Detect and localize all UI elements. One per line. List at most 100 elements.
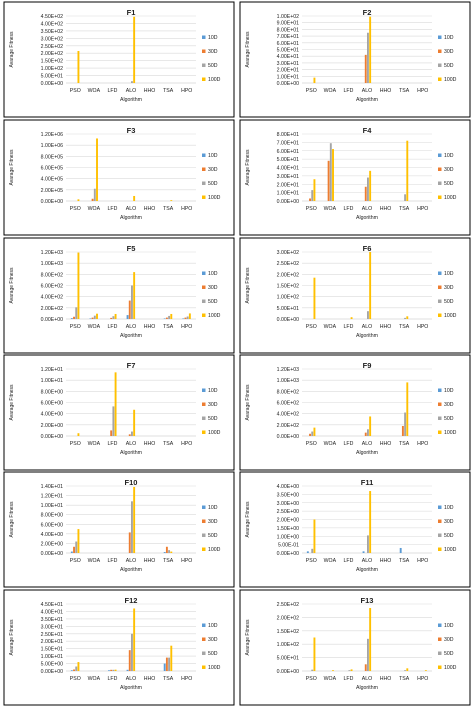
- x-axis-label: Algorithm: [356, 333, 378, 339]
- chart-panel-f11: F11 0.00E+00 5.00E-01 1.00E+00 1.50E+00 2.00E…: [239, 471, 471, 588]
- y-tick-label: 7.00E+01: [277, 34, 299, 40]
- x-tick-label: TSA: [399, 206, 410, 212]
- bar-50d: [367, 535, 369, 553]
- x-tick-label: HPO: [181, 676, 192, 682]
- x-tick-label: HHO: [144, 441, 156, 447]
- legend-swatch: [202, 181, 206, 185]
- legend-swatch: [202, 416, 206, 420]
- y-tick-label: 4.00E+02: [41, 295, 63, 301]
- bar-30d: [73, 316, 75, 319]
- bar-50d: [168, 550, 171, 553]
- y-tick-label: 3.50E+01: [41, 617, 63, 623]
- x-tick-label: TSA: [399, 558, 410, 564]
- bar-50d: [404, 670, 407, 671]
- y-tick-label: 4.50E+01: [41, 602, 63, 608]
- chart-frame: [239, 471, 471, 588]
- x-axis-label: Algorithm: [120, 450, 142, 456]
- chart-panel-f4: F4 0.00E+00 1.00E+01 2.00E+01 3.00E+01 4.00E+…: [239, 119, 471, 236]
- legend-label: 30D: [444, 167, 454, 173]
- bar-50d: [367, 311, 369, 319]
- bar-100d: [406, 316, 409, 319]
- x-tick-label: LFD: [108, 676, 118, 682]
- legend-label: 50D: [208, 651, 218, 657]
- legend-label: 100D: [444, 195, 457, 201]
- x-tick-label: ALO: [126, 88, 136, 94]
- chart-frame: [239, 1, 471, 118]
- bar-10d: [182, 318, 185, 319]
- bar-50d: [186, 316, 189, 319]
- legend-swatch: [438, 519, 442, 523]
- bar-10d: [399, 547, 402, 553]
- x-tick-label: LFD: [108, 558, 118, 564]
- y-tick-label: 2.00E+00: [41, 423, 63, 429]
- y-tick-label: 6.00E+05: [41, 166, 63, 172]
- y-axis-label: Avarage Fitness: [245, 384, 251, 421]
- x-axis-label: Algorithm: [356, 215, 378, 221]
- legend-label: 10D: [208, 271, 218, 277]
- chart-title: F2: [363, 8, 372, 17]
- y-tick-label: 1.00E+00: [277, 534, 299, 540]
- y-tick-label: 5.00E+00: [41, 662, 63, 668]
- bar-100d: [133, 409, 136, 436]
- bar-100d: [133, 195, 136, 201]
- x-tick-label: ALO: [362, 558, 372, 564]
- y-tick-label: 0.00E+00: [41, 199, 63, 205]
- bar-50d: [367, 429, 369, 436]
- legend-swatch: [202, 505, 206, 509]
- x-tick-label: TSA: [163, 324, 174, 330]
- legend-label: 30D: [208, 402, 218, 408]
- x-tick-label: HPO: [181, 441, 192, 447]
- legend-swatch: [438, 49, 442, 53]
- y-tick-label: 1.00E+02: [41, 66, 63, 72]
- legend-label: 50D: [208, 181, 218, 187]
- x-tick-label: WOA: [324, 558, 337, 564]
- legend-swatch: [438, 505, 442, 509]
- x-tick-label: TSA: [399, 441, 410, 447]
- y-tick-label: 1.40E+01: [41, 484, 63, 490]
- bar-10d: [70, 551, 73, 553]
- y-tick-label: 2.50E+02: [277, 602, 299, 608]
- y-tick-label: 8.00E+02: [41, 272, 63, 278]
- bar-100d: [313, 277, 316, 319]
- x-axis-label: Algorithm: [120, 215, 142, 221]
- bar-100d: [170, 313, 173, 319]
- x-tick-label: WOA: [324, 88, 337, 94]
- legend-swatch: [202, 63, 206, 67]
- legend-swatch: [202, 35, 206, 39]
- y-tick-label: 0.00E+00: [277, 551, 299, 557]
- chart-frame: [3, 119, 235, 236]
- x-tick-label: HPO: [181, 324, 192, 330]
- y-tick-label: 4.00E+01: [277, 54, 299, 60]
- x-tick-label: HHO: [380, 676, 392, 682]
- x-axis-label: Algorithm: [356, 97, 378, 103]
- legend-swatch: [202, 665, 206, 669]
- bar-100d: [170, 645, 173, 671]
- legend-label: 100D: [208, 547, 221, 553]
- y-tick-label: 1.00E+03: [277, 378, 299, 384]
- chart-frame: [239, 354, 471, 471]
- legend-swatch: [202, 49, 206, 53]
- y-axis-label: Avarage Fitness: [9, 384, 15, 421]
- x-axis-label: Algorithm: [120, 333, 142, 339]
- legend-swatch: [202, 430, 206, 434]
- bar-50d: [75, 541, 78, 553]
- y-tick-label: 1.00E+02: [277, 14, 299, 20]
- y-tick-label: 2.00E+01: [277, 68, 299, 74]
- chart-frame: [3, 1, 235, 118]
- legend-swatch: [202, 547, 206, 551]
- legend-label: 50D: [208, 63, 218, 69]
- y-axis-label: Avarage Fitness: [9, 149, 15, 186]
- bar-10d: [362, 551, 365, 553]
- bar-30d: [128, 434, 131, 436]
- chart-frame: [239, 589, 471, 706]
- legend-label: 100D: [444, 665, 457, 671]
- chart-panel-f13: F13 0.00E+00 5.00E+01 1.00E+02 1.50E+02 2.00E…: [239, 589, 471, 706]
- bar-30d: [364, 432, 367, 436]
- y-tick-label: 1.50E+01: [41, 647, 63, 653]
- legend-label: 30D: [208, 519, 218, 525]
- legend-label: 30D: [444, 285, 454, 291]
- y-tick-label: 2.00E+05: [41, 188, 63, 194]
- x-tick-label: WOA: [324, 206, 337, 212]
- x-tick-label: TSA: [163, 88, 174, 94]
